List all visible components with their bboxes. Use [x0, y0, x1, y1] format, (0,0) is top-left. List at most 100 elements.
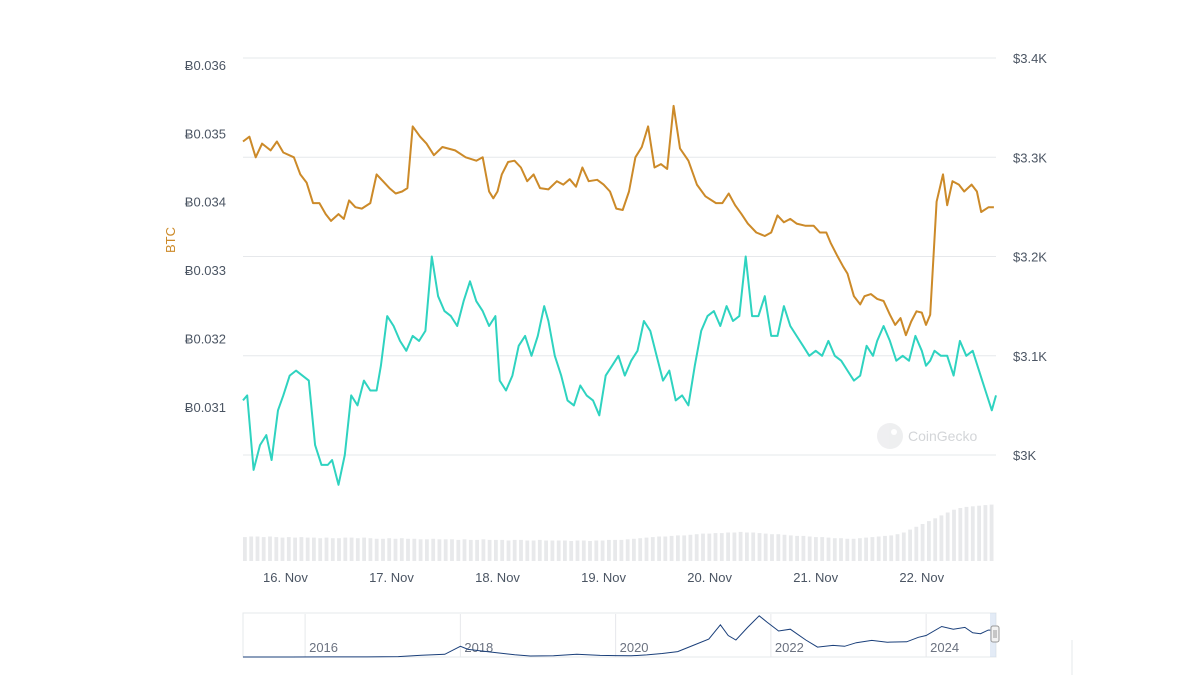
volume-bar: [519, 539, 523, 561]
right-tick-label: $3K: [1013, 448, 1036, 463]
volume-bar: [243, 537, 247, 561]
volume-bar: [814, 537, 818, 561]
volume-bar: [255, 536, 260, 561]
volume-bar: [970, 506, 975, 561]
left-tick-label: Ƀ0.033: [185, 263, 226, 278]
navigator-handle[interactable]: [990, 625, 1000, 643]
volume-bar: [324, 537, 329, 561]
navigator-frame: [242, 612, 997, 658]
volume-bar: [707, 533, 712, 561]
navigator-tick-label: 2022: [775, 640, 804, 655]
volume-bar: [795, 535, 799, 561]
volume-bars: [243, 504, 994, 562]
volume-bar: [763, 533, 768, 561]
volume-bar: [870, 537, 875, 561]
x-tick-label: 16. Nov: [263, 570, 308, 585]
volume-bar: [883, 535, 887, 561]
x-tick-label: 20. Nov: [687, 570, 732, 585]
volume-bar: [732, 532, 737, 561]
volume-bar: [381, 538, 385, 561]
volume-bar: [977, 505, 981, 561]
volume-bar: [512, 539, 517, 561]
volume-bar: [374, 538, 379, 561]
volume-bar: [494, 539, 498, 561]
volume-bar: [908, 529, 912, 561]
volume-bar: [989, 504, 994, 561]
volume-bar: [355, 538, 360, 561]
volume-bar: [462, 539, 467, 561]
volume-bar: [594, 540, 599, 561]
right-tick-label: $3.3K: [1013, 150, 1047, 165]
volume-bar: [286, 537, 291, 561]
volume-bar: [676, 535, 680, 562]
volume-bar: [939, 515, 944, 561]
volume-bar: [293, 537, 297, 561]
x-tick-label: 21. Nov: [793, 570, 838, 585]
volume-bar: [638, 538, 643, 561]
volume-bar: [487, 539, 492, 561]
volume-bar: [393, 538, 398, 561]
navigator-tick-label: 2016: [309, 640, 338, 655]
volume-bar: [475, 539, 479, 561]
volume-bar: [983, 505, 988, 561]
left-tick-label: Ƀ0.035: [185, 126, 226, 141]
grid-lines: [243, 57, 996, 456]
volume-bar: [688, 534, 693, 561]
volume-bar: [588, 541, 592, 561]
volume-bar: [964, 506, 969, 561]
volume-bar: [751, 532, 756, 561]
right-axis-ticks: $3.4K $3.3K $3.2K $3.1K $3K: [1013, 51, 1047, 463]
volume-bar: [343, 537, 348, 561]
volume-bar: [663, 536, 668, 561]
navigator-tick-label: 2024: [930, 640, 959, 655]
right-tick-label: $3.2K: [1013, 250, 1047, 265]
volume-bar: [895, 534, 900, 561]
volume-bar: [425, 539, 429, 561]
volume-bar: [368, 538, 373, 561]
watermark-text: CoinGecko: [908, 428, 977, 444]
volume-bar: [456, 539, 461, 561]
volume-bar: [845, 538, 850, 561]
left-tick-label: Ƀ0.036: [185, 58, 226, 73]
volume-bar: [362, 537, 366, 561]
volume-bar: [261, 537, 266, 561]
volume-bar: [820, 537, 825, 561]
x-tick-label: 18. Nov: [475, 570, 520, 585]
volume-bar: [788, 535, 793, 562]
volume-bar: [431, 538, 436, 561]
left-tick-label: Ƀ0.031: [185, 400, 226, 415]
x-axis-ticks: 16. Nov 17. Nov 18. Nov 19. Nov 20. Nov 21. N…: [263, 570, 945, 585]
volume-bar: [832, 538, 837, 561]
volume-bar: [826, 537, 831, 561]
volume-bar: [901, 532, 906, 561]
volume-bar: [876, 536, 881, 561]
volume-bar: [694, 534, 699, 561]
navigator-tick-label: 2018: [464, 640, 493, 655]
left-tick-label: Ƀ0.032: [185, 332, 226, 347]
volume-bar: [801, 535, 806, 561]
volume-bar: [550, 540, 555, 561]
volume-bar: [713, 533, 718, 561]
left-axis-ticks: Ƀ0.036 Ƀ0.035 Ƀ0.034 Ƀ0.033 Ƀ0.032 Ƀ0.031: [185, 58, 226, 415]
volume-bar: [249, 536, 254, 561]
volume-bar: [299, 537, 304, 561]
volume-bar: [268, 536, 272, 561]
volume-bar: [563, 540, 567, 561]
volume-bar: [632, 538, 636, 561]
volume-bar: [619, 539, 624, 561]
volume-bar: [719, 533, 724, 561]
volume-bar: [581, 540, 586, 561]
volume-bar: [644, 537, 649, 561]
volume-bar: [506, 540, 511, 561]
volume-bar: [782, 534, 787, 561]
gecko-eye-icon: [891, 429, 897, 435]
navigator[interactable]: 2016 2018 2020 2022 2024: [242, 612, 1000, 658]
volume-bar: [807, 536, 812, 561]
navigator-line: [243, 615, 996, 658]
volume-bar: [531, 540, 536, 561]
volume-bar: [575, 540, 580, 561]
volume-bar: [945, 512, 950, 561]
volume-bar: [607, 539, 611, 561]
coingecko-watermark: CoinGecko: [877, 423, 977, 449]
volume-bar: [864, 537, 868, 561]
